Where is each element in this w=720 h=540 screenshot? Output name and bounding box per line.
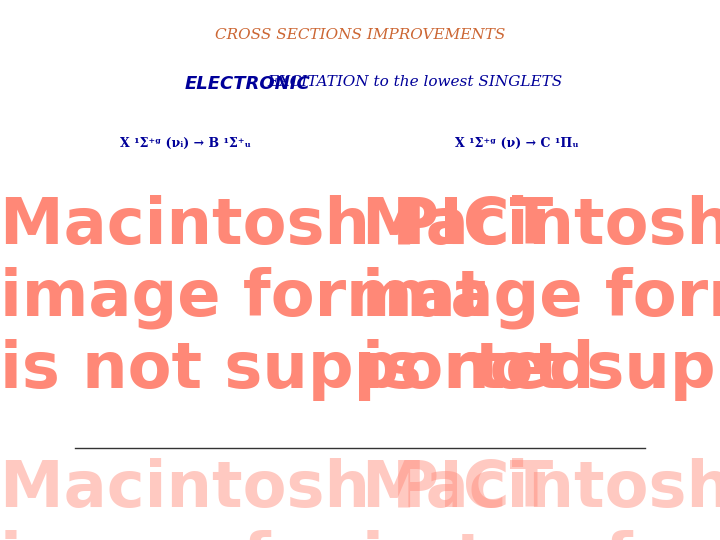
Text: ELECTRONIC: ELECTRONIC [185,75,311,93]
Text: X ¹Σ⁺ᵍ (ν⁣) → C ¹Πᵤ: X ¹Σ⁺ᵍ (ν⁣) → C ¹Πᵤ [455,137,579,150]
Text: Macintosh PICT
image format
is not supported: Macintosh PICT image format is not suppo… [362,458,720,540]
Text: Macintosh PICT
image format
is not supported: Macintosh PICT image format is not suppo… [362,195,720,401]
Text: Macintosh PICT
image format
is not supported: Macintosh PICT image format is not suppo… [0,458,595,540]
Text: EXCITATION to the lowest SINGLETS: EXCITATION to the lowest SINGLETS [263,75,562,89]
Text: Macintosh PICT
image format
is not supported: Macintosh PICT image format is not suppo… [0,195,595,401]
Text: X ¹Σ⁺ᵍ (νᵢ) → B ¹Σ⁺ᵤ: X ¹Σ⁺ᵍ (νᵢ) → B ¹Σ⁺ᵤ [120,137,251,150]
Text: CROSS SECTIONS IMPROVEMENTS: CROSS SECTIONS IMPROVEMENTS [215,28,505,42]
